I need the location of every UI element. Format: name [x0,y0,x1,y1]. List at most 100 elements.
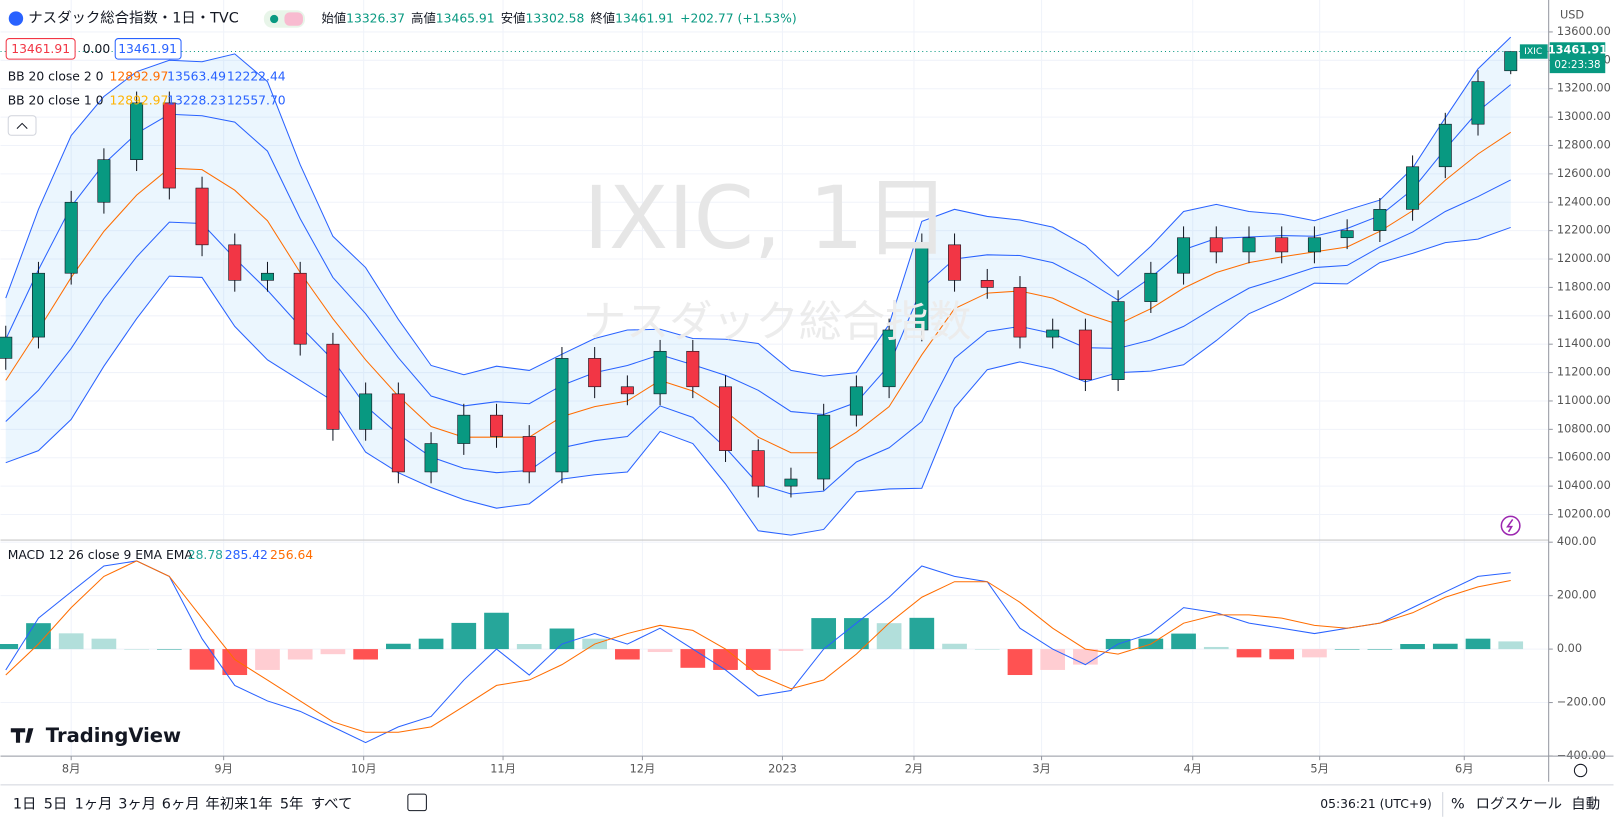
candle-body [817,414,831,480]
brand-name: TradingView [46,724,181,747]
candle-body [195,187,209,246]
y-tick-label: 13200.00 [1557,82,1611,95]
macd-histogram-bar [418,638,444,650]
range-button[interactable]: 1年 [249,795,273,812]
candle-body [97,159,111,203]
range-button[interactable]: 6ヶ月 [162,796,200,812]
candle-body [719,386,733,451]
candle-body [0,336,13,359]
collapse-button[interactable] [7,115,37,136]
plot-layer: 8月 9月 10月 11月 12月 2023 2月 3月 4月 5月 6月 10200.00 10400… [0,0,1611,775]
range-button[interactable]: 1ヶ月 [75,796,113,812]
x-tick-label: 3月 [1032,762,1051,775]
candle-body [424,443,438,473]
candle-body [980,280,994,288]
date-range-icon[interactable] [407,793,427,812]
bb-basis [5,131,1512,454]
candle-body [1471,81,1485,125]
x-tick-label: 8月 [62,762,81,775]
candle-body [490,414,503,437]
watermark-title: IXIC, 1日 [584,169,951,269]
watermark-subtitle: ナスダック総合指数 [583,298,972,348]
macd-histogram-bar [451,622,477,650]
x-tick-label: 10月 [351,762,377,775]
symbol-icon [8,11,24,26]
y-tick-label: 12800.00 [1557,138,1611,151]
candle-body [261,272,274,281]
macd-histogram-bar [26,623,51,650]
y-tick-label: 12600.00 [1557,167,1611,180]
close-label: 終値 [590,10,615,25]
auto-toggle[interactable]: 自動 [1571,795,1600,812]
macd-histogram-bar [713,649,738,670]
range-button[interactable]: 5年 [280,795,304,812]
y-tick-label: 10400.00 [1557,479,1611,492]
y-tick-label: 10600.00 [1557,451,1611,464]
bb1-lower-value: 12557.70 [227,93,286,107]
range-button[interactable]: 5日 [44,796,68,812]
x-tick-label: 12月 [630,762,656,775]
range-button[interactable]: 3ヶ月 [118,796,156,812]
candle-body [1013,287,1027,338]
bb2-basis-value: 12892.97 [110,70,169,84]
candle-body [620,386,634,395]
log-toggle[interactable]: ログスケール [1476,795,1562,812]
bid-box[interactable] [5,38,76,60]
bid-price: 13461.91 [11,42,70,56]
macd-histogram-bar [1236,649,1262,658]
candle-body [130,102,144,160]
candle-body [1209,237,1223,253]
range-button[interactable]: すべて [311,795,353,812]
last-price-label: 13461.91 [1548,44,1607,57]
bb2-lower-value: 12222.44 [227,70,286,84]
candle-body [555,358,569,473]
bb1-upper [5,84,1512,415]
symbol-title[interactable]: ナスダック総合指数・1日・TVC [28,10,239,27]
last-price-tag [1549,42,1606,74]
status-icon [284,12,303,26]
symbol-tag: IXIC [1524,46,1542,57]
close-value: 13461.91 [615,11,674,25]
ask-box[interactable] [114,38,182,60]
macd-legend: MACD 12 26 close 9 EMA EMA [8,548,194,562]
bb1-legend: BB 20 close 1 0 [8,93,104,107]
candle-body [1406,166,1420,210]
range-buttons: 1日 5日 1ヶ月 3ヶ月 6ヶ月 年初来 1年 5年 すべて [13,795,352,812]
macd-histogram-bar [1334,649,1360,650]
macd-y-tick-label: −400.00 [1557,749,1606,762]
range-button[interactable]: 1日 [13,796,37,812]
macd-hist-value: 28.78 [188,548,223,562]
candle-body [849,386,863,416]
candle-body [915,244,929,331]
y-tick-label: 12200.00 [1557,224,1611,237]
macd-histogram-bar [1203,646,1229,650]
candle-body [162,102,176,189]
settings-icon[interactable] [1573,763,1588,778]
candle-body [1275,237,1289,253]
bb2-legend: BB 20 close 2 0 [8,70,104,84]
countdown: 02:23:38 [1554,59,1600,71]
candle-body [1340,230,1354,239]
candle-body [1078,329,1092,380]
ask-price: 13461.91 [118,42,177,56]
candle-body [784,478,798,487]
macd-histogram-bar [974,649,1000,650]
x-tick-label: 5月 [1310,762,1329,775]
alert-icon[interactable] [1500,515,1521,536]
currency[interactable]: USD [1560,8,1584,21]
macd-histogram-bar [1302,649,1327,658]
signal-line [5,560,1511,733]
candle-body [882,329,896,388]
range-button[interactable]: 年初来 [205,795,248,812]
open-value: 13326.37 [346,11,405,25]
signal-value: 256.64 [270,548,313,562]
percent-toggle[interactable]: % [1451,796,1465,812]
macd-histogram-bar [189,649,215,670]
candle-body [686,350,700,388]
macd-histogram-bar [516,644,542,650]
candle-body [1504,51,1518,72]
candle-body [1438,123,1452,168]
overlay-layer: IXIC 13461.91 02:23:38 [1519,42,1607,74]
candle-body [1111,301,1125,380]
